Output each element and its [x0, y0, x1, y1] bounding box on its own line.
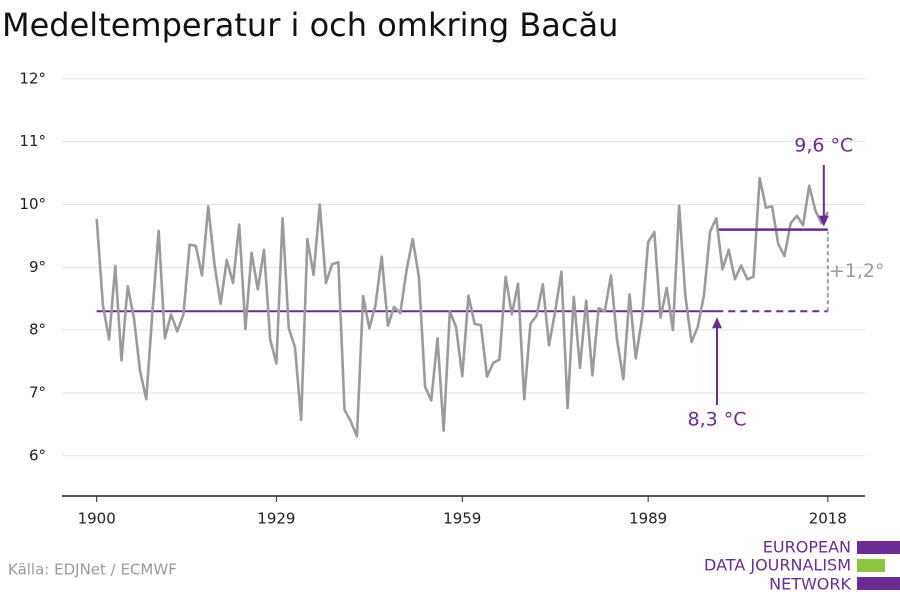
y-tick-label: 10° — [19, 195, 46, 213]
arrow-head — [818, 215, 829, 227]
annotation-label: 8,3 °C — [687, 409, 746, 431]
arrow-head — [712, 317, 722, 329]
y-tick-label: 8° — [29, 321, 46, 339]
y-tick-label: 9° — [29, 258, 46, 276]
logo-text: DATA JOURNALISM — [704, 556, 851, 575]
annotation-label: 9,6 °C — [794, 135, 853, 157]
y-tick-label: 12° — [19, 69, 46, 87]
logo-text: NETWORK — [769, 575, 851, 594]
source: Källa: EDJNet / ECMWF — [8, 561, 177, 579]
x-tick-label: 2018 — [809, 510, 847, 528]
logo-bar — [857, 559, 885, 572]
logo-bar — [857, 541, 900, 554]
x-tick-label: 1900 — [78, 510, 116, 528]
difference-label: +1,2° — [829, 260, 885, 282]
x-tick-label: 1959 — [443, 510, 481, 528]
x-tick-label: 1929 — [257, 510, 295, 528]
y-tick-label: 7° — [29, 383, 46, 401]
y-tick-label: 11° — [19, 132, 46, 150]
line-series — [95, 176, 829, 438]
y-tick-label: 6° — [29, 446, 46, 464]
logo-text: EUROPEAN — [763, 538, 851, 557]
x-tick-label: 1989 — [629, 510, 667, 528]
chart-title: Medeltemperatur i och omkring Bacău — [2, 6, 618, 44]
logo-bar — [857, 577, 900, 590]
